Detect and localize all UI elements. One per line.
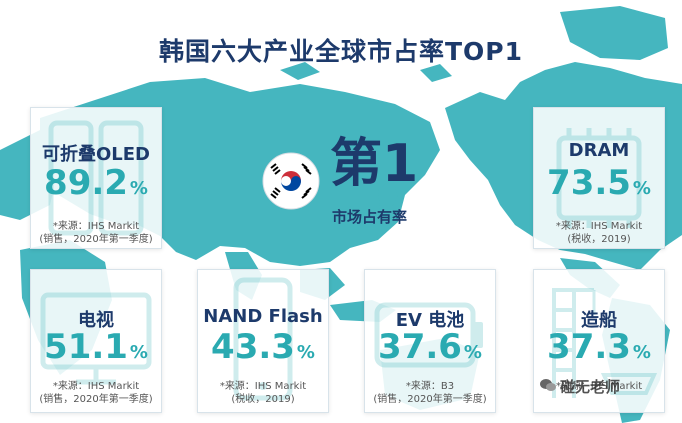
korea-flag-icon [262,152,320,210]
source-note: *来源：B3 (销售，2020年第一季度) [373,381,487,405]
foldable-phone-icon [48,120,144,236]
ship-crane-icon [552,288,658,398]
wechat-icon [540,379,556,391]
card-title: 可折叠OLED [41,144,150,165]
source-note: *来源：IHS Markit (税收，2019) [219,381,307,405]
card-title: 造船 [581,310,617,331]
tv-icon [40,292,152,385]
market-share-value: 37.6% [378,327,482,367]
card-foldable-oled: 可折叠OLED 89.2% *来源：IHS Markit (销售，2020年第一季… [30,107,162,249]
card-title: DRAM [568,140,630,161]
market-share-label: 市场占有率 [332,208,408,226]
card-title: NAND Flash [203,306,323,327]
card-title: 电视 [78,310,114,331]
card-tv: 电视 51.1% *来源：IHS Markit (销售，2020年第一季度) [30,269,162,413]
market-share-value: 37.3% [547,327,651,367]
watermark: 碰无老师 [560,378,621,396]
card-ev-battery: EV 电池 37.6% *来源：B3 (销售，2020年第一季度) [364,269,496,413]
market-share-value: 89.2% [44,163,148,203]
market-share-value: 51.1% [44,327,148,367]
rank-number-one: 第1 [330,134,419,194]
smartphone-icon [233,277,293,401]
market-share-value: 73.5% [547,163,651,203]
card-nand-flash: NAND Flash 43.3% *来源：IHS Markit (税收，2019) [197,269,329,413]
battery-icon [374,302,483,368]
source-note: *来源：IHS Markit (税收，2019) [555,221,643,245]
card-dram: DRAM 73.5% *来源：IHS Markit (税收，2019) [533,107,665,249]
source-note: *来源：IHS Markit [555,381,643,392]
source-note: *来源：IHS Markit (销售，2020年第一季度) [39,221,153,245]
card-title: EV 电池 [395,310,465,331]
market-share-value: 43.3% [211,327,315,367]
chip-icon [556,128,642,228]
source-note: *来源：IHS Markit (销售，2020年第一季度) [39,381,153,405]
page-title: 韩国六大产业全球市占率TOP1 [158,37,524,66]
